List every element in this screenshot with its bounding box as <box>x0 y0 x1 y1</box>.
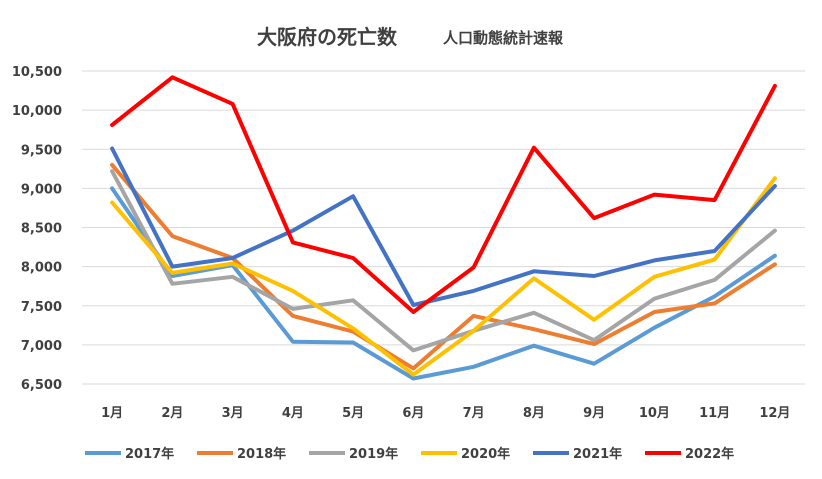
x-tick-label: 8月 <box>523 406 545 421</box>
y-tick-label: 9,000 <box>21 182 62 197</box>
x-tick-label: 3月 <box>222 406 244 421</box>
y-tick-label: 6,500 <box>21 378 62 393</box>
series-lines <box>110 75 777 381</box>
x-tick-label: 4月 <box>282 406 304 421</box>
legend-label: 2022年 <box>685 446 734 462</box>
y-axis-ticks: 6,500 7,000 7,500 8,000 8,500 9,000 9,500 10,00… <box>12 65 62 393</box>
x-tick-label: 12月 <box>759 406 790 421</box>
chart-subtitle: 人口動態統計速報 <box>443 29 564 47</box>
x-tick-label: 6月 <box>402 406 424 421</box>
y-tick-label: 8,000 <box>21 261 62 276</box>
y-tick-label: 8,500 <box>21 222 62 237</box>
y-tick-label: 7,500 <box>21 300 62 315</box>
gridlines <box>82 70 805 385</box>
x-tick-label: 2月 <box>161 406 183 421</box>
y-tick-label: 10,500 <box>12 65 62 80</box>
x-tick-label: 1月 <box>101 406 123 421</box>
y-tick-label: 10,000 <box>12 104 62 119</box>
series-line-2019年 <box>110 169 777 353</box>
legend-label: 2019年 <box>349 446 398 462</box>
y-tick-label: 7,000 <box>21 339 62 354</box>
x-tick-label: 7月 <box>463 406 485 421</box>
x-tick-label: 11月 <box>699 406 730 421</box>
x-axis-ticks: 1月 2月 3月 4月 5月 6月 7月 8月 9月 10月 11月 12月 <box>101 406 790 421</box>
chart-title: 大阪府の死亡数 <box>257 25 398 49</box>
x-tick-label: 5月 <box>342 406 364 421</box>
series-line-2017年 <box>110 186 777 381</box>
legend-label: 2020年 <box>461 446 510 462</box>
legend-label: 2021年 <box>573 446 622 462</box>
x-tick-label: 9月 <box>583 406 605 421</box>
series-line-2020年 <box>110 176 777 377</box>
y-tick-label: 9,500 <box>21 143 62 158</box>
x-tick-label: 10月 <box>639 406 670 421</box>
legend-label: 2018年 <box>237 446 286 462</box>
legend: 2017年 2018年 2019年 2020年 2021年 2022年 <box>85 446 734 462</box>
series-line-2022年 <box>110 75 777 314</box>
legend-label: 2017年 <box>125 446 174 462</box>
series-line-2021年 <box>110 146 777 307</box>
